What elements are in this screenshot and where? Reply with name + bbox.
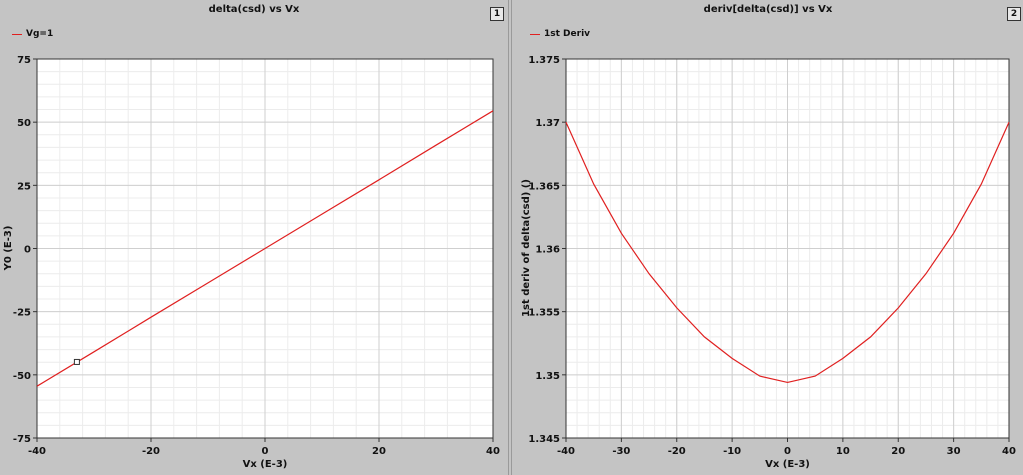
plot-number-badge[interactable]: 1 <box>490 7 504 21</box>
x-tick-label: 40 <box>486 446 500 457</box>
y-tick-label: 50 <box>17 118 31 129</box>
x-tick-label: 20 <box>891 446 905 457</box>
y-tick-label: 25 <box>17 181 31 192</box>
x-tick-label: -40 <box>557 446 575 457</box>
series-line <box>36 110 494 387</box>
x-tick-label: 0 <box>262 446 269 457</box>
y-tick-label: 1.35 <box>535 371 560 382</box>
cursor-marker <box>73 358 80 365</box>
y-tick-label: -25 <box>13 308 31 319</box>
y-tick-label: -75 <box>13 434 31 445</box>
y-tick-label: 1.365 <box>528 181 560 192</box>
x-axis-label: Vx (E-3) <box>243 459 288 470</box>
legend[interactable]: 1st Deriv <box>530 29 590 39</box>
y-tick-label: 1.345 <box>528 434 560 445</box>
x-tick-label: -40 <box>28 446 46 457</box>
x-tick-label: -20 <box>142 446 160 457</box>
y-tick-label: 0 <box>24 245 31 256</box>
chart-title: delta(csd) vs Vx <box>208 4 300 15</box>
y-tick-label: 75 <box>17 55 31 66</box>
x-tick-label: 40 <box>1002 446 1016 457</box>
y-tick-label: 1.36 <box>535 245 560 256</box>
legend-label: Vg=1 <box>26 29 54 39</box>
legend[interactable]: Vg=1 <box>12 29 53 39</box>
y-tick-label: -50 <box>13 371 31 382</box>
y-tick-label: 1.375 <box>528 55 560 66</box>
chart-title: deriv[delta(csd)] vs Vx <box>703 4 833 15</box>
y-axis-label: Y0 (E-3) <box>3 226 14 272</box>
x-tick-label: -10 <box>723 446 741 457</box>
x-tick-label: 20 <box>372 446 386 457</box>
series-line <box>565 121 1010 384</box>
x-tick-label: 0 <box>784 446 791 457</box>
plot-number-badge[interactable]: 2 <box>1007 7 1021 21</box>
x-axis-label: Vx (E-3) <box>765 459 810 470</box>
y-tick-label: 1.355 <box>528 308 560 319</box>
x-tick-label: 30 <box>947 446 961 457</box>
y-tick-label: 1.37 <box>535 118 560 129</box>
x-tick-label: -20 <box>668 446 686 457</box>
legend-swatch <box>12 33 22 35</box>
legend-swatch <box>530 33 540 35</box>
legend-label: 1st Deriv <box>544 29 591 39</box>
x-tick-label: -30 <box>612 446 630 457</box>
x-tick-label: 10 <box>836 446 850 457</box>
y-axis-label: 1st deriv of delta(csd) () <box>521 179 532 317</box>
